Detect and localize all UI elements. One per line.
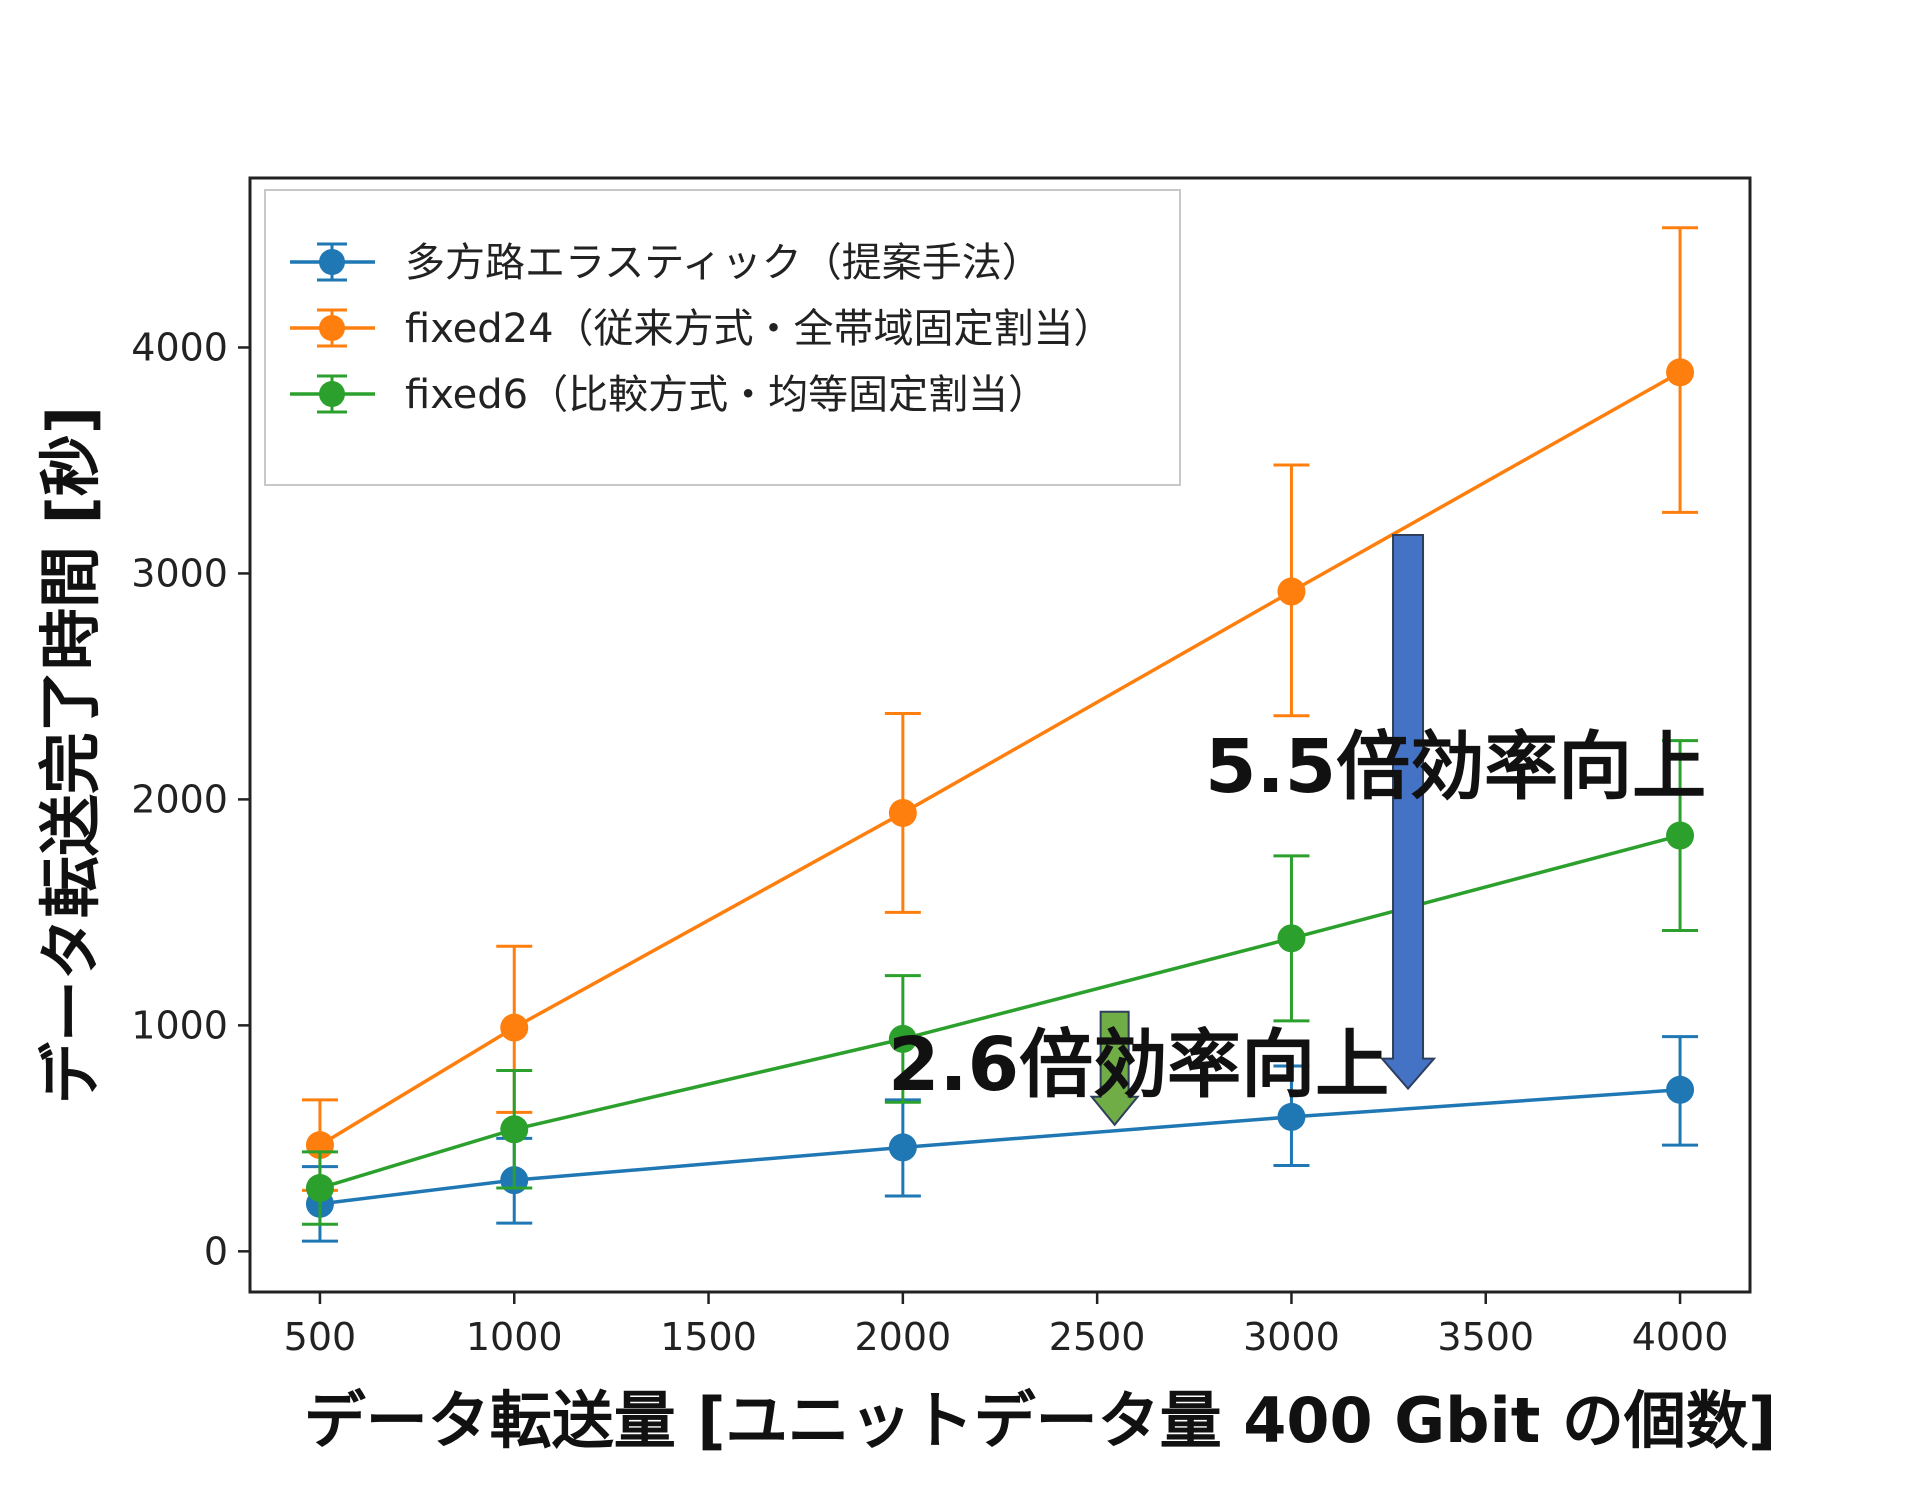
x-tick-label: 3500 [1437,1315,1534,1359]
annotation-text: 2.6倍効率向上 [888,1022,1389,1108]
data-point [888,1133,917,1162]
y-tick-label: 0 [204,1229,228,1273]
legend: 多方路エラスティック（提案手法） fixed24（従来方式・全帯域固定割当） fix… [264,189,1181,486]
legend-label: 多方路エラスティック（提案手法） [405,240,1042,286]
x-tick-label: 4000 [1632,1315,1729,1359]
legend-label: fixed24（従来方式・全帯域固定割当） [405,306,1114,352]
y-tick-label: 1000 [131,1003,228,1047]
legend-entry: fixed6（比較方式・均等固定割当） [290,372,1048,418]
data-point [1666,1075,1695,1104]
x-tick-label: 1000 [466,1315,563,1359]
data-point [1277,1102,1306,1131]
legend-marker [319,381,345,407]
data-point [888,1024,917,1053]
blue-down-arrow [1379,534,1437,1091]
series-3 [301,739,1699,1226]
x-tick-label: 3000 [1243,1315,1340,1359]
data-point [500,1115,529,1144]
legend-entry: 多方路エラスティック（提案手法） [290,240,1042,286]
data-point [305,1174,334,1203]
x-axis-label: データ転送量 [ユニットデータ量 400 Gbit の個数] [304,1384,1777,1457]
annotations: 5.5倍効率向上 2.6倍効率向上 [888,534,1706,1127]
x-tick-label: 2000 [854,1315,951,1359]
y-tick-label: 4000 [131,325,228,369]
legend-label: fixed6（比較方式・均等固定割当） [405,372,1048,418]
y-axis-label: データ転送完了時間 [秒] [34,406,107,1104]
y-axis: 0 1000 2000 3000 4000 [131,325,250,1273]
legend-marker [319,315,345,341]
data-point [1666,821,1695,850]
green-down-arrow [1089,1010,1140,1127]
data-point [500,1013,529,1042]
x-axis: 500 1000 1500 2000 2500 3000 3500 4000 [284,1292,1729,1359]
series-layer [301,226,1699,1243]
data-point [888,798,917,827]
plot-area [248,176,1752,1294]
x-tick-label: 2500 [1049,1315,1146,1359]
plot-frame [248,176,1752,1294]
x-tick-label: 500 [284,1315,357,1359]
data-point [1277,924,1306,953]
legend-marker [319,249,345,275]
annotation-text: 5.5倍効率向上 [1205,724,1706,810]
legend-entry: fixed24（従来方式・全帯域固定割当） [290,306,1114,352]
x-tick-label: 1500 [660,1315,757,1359]
data-point [1666,358,1695,387]
y-tick-label: 2000 [131,777,228,821]
legend-box [264,189,1181,486]
data-point [1277,577,1306,606]
series-2 [301,226,1699,1192]
y-tick-label: 3000 [131,551,228,595]
